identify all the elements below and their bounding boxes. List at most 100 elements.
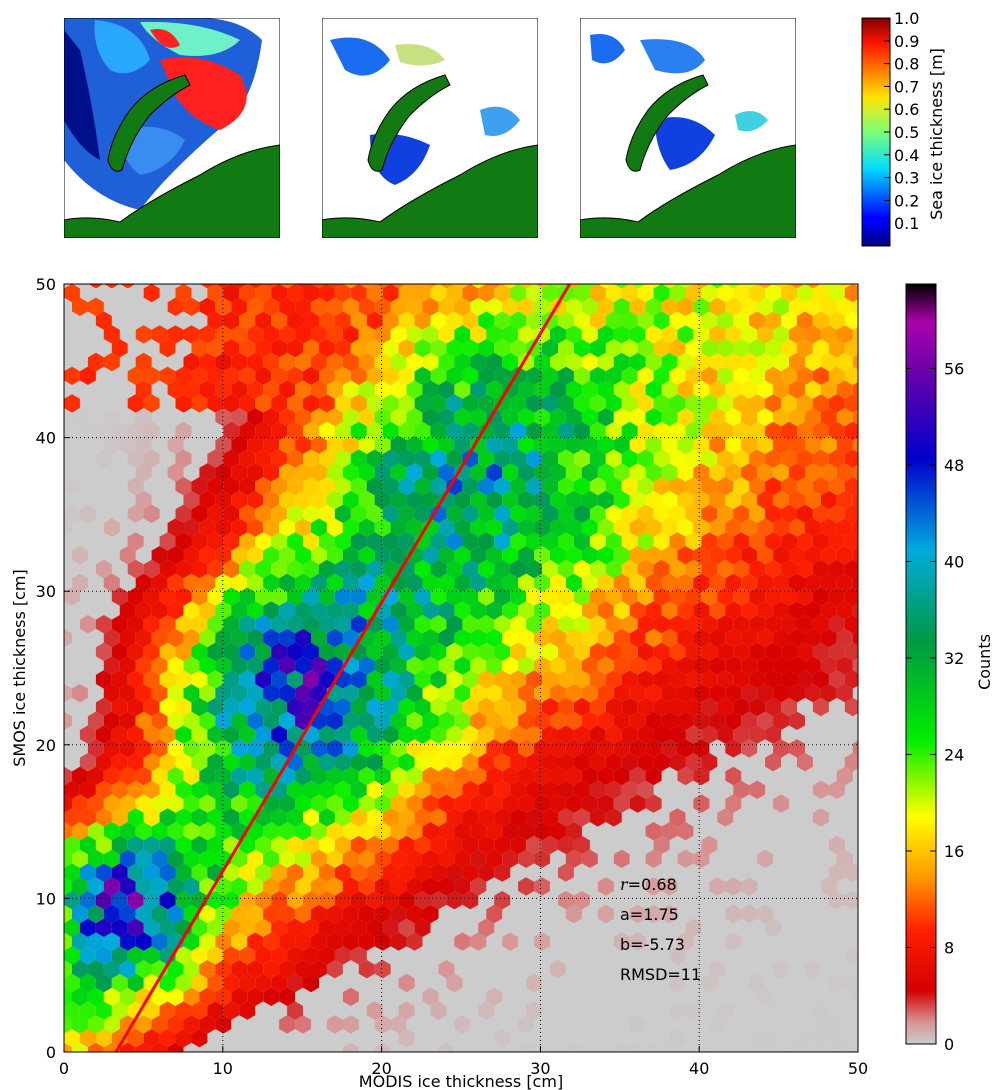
hexbin-cell (191, 780, 208, 799)
hexbin-cell (565, 408, 582, 427)
hexbin-cell (311, 960, 327, 979)
hexbin-cell (502, 408, 519, 427)
hexbin-cell (191, 1029, 208, 1048)
hexbin-cell (844, 753, 858, 772)
hexbin-cell (199, 711, 216, 730)
hexbin-cell (103, 435, 120, 454)
thickness-tick-label: 0.4 (894, 146, 919, 165)
hexbin-cell (629, 739, 646, 758)
hexbin-cell (72, 684, 88, 703)
hexbin-cell (295, 546, 311, 565)
hexbin-cell (781, 559, 797, 579)
hexbin-cell (87, 794, 104, 813)
hexbin-cell (183, 297, 200, 316)
hexbin-cell (781, 615, 797, 634)
hexbin-cell (534, 656, 550, 675)
hexbin-cell (621, 311, 638, 330)
hexbin-cell (366, 339, 383, 358)
hexbin-cell (191, 863, 208, 882)
hexbin-cell (127, 532, 144, 551)
hexbin-cell (454, 766, 471, 786)
hexbin-cell (629, 1042, 646, 1052)
hexbin-cell (159, 1001, 176, 1020)
hexbin-cell (733, 421, 750, 441)
hexbin-cell (127, 863, 144, 882)
hexbin-cell (470, 463, 487, 482)
hexbin-cell (64, 284, 80, 303)
hexbin-cell (629, 546, 646, 565)
hexbin-cell (223, 504, 240, 523)
hexbin-cell (446, 284, 463, 303)
hexbin-cell (844, 311, 858, 330)
hexbin-cell (350, 780, 367, 799)
hexbin-cell (797, 284, 813, 303)
hexbin-cell (781, 394, 797, 413)
hexbin-cell (199, 380, 216, 399)
hexbin-cell (135, 711, 152, 730)
hexbin-cell (350, 587, 367, 606)
hexbin-cell (239, 863, 256, 882)
hexbin-cell (693, 284, 710, 289)
hexbin-cell (374, 573, 391, 592)
hexbin-cell (526, 366, 542, 385)
hexbin-cell (175, 891, 192, 910)
hexbin-cell (263, 573, 280, 592)
hexbin-cell (653, 615, 670, 634)
hexbin-cell (518, 849, 535, 868)
hexbin-cell (812, 504, 829, 523)
hexbin-cell (828, 449, 845, 468)
hexbin-cell (350, 504, 367, 523)
hexbin-cell (366, 477, 383, 496)
hexbin-cell (295, 1015, 311, 1034)
hexbin-cell (741, 408, 758, 427)
hexbin-cell (271, 477, 288, 496)
hexbin-cell (685, 532, 702, 551)
hexbin-cell (374, 408, 391, 427)
hexbin-cell (247, 325, 264, 344)
hexbin-cell (175, 1029, 192, 1048)
hexbin-cell (287, 670, 303, 689)
hexbin-cell (502, 284, 518, 289)
hexbin-cell (334, 615, 351, 634)
hexbin-cell (271, 697, 288, 717)
hexbin-cell (669, 753, 686, 772)
hexbin-cell (239, 559, 256, 579)
hexbin-cell (191, 973, 208, 993)
hexbin-cell (757, 518, 774, 537)
hexbin-cell (271, 725, 288, 744)
hexbin-cell (223, 1001, 240, 1020)
hexbin-cell (382, 725, 399, 744)
hexbin-cell (239, 339, 256, 358)
hexbin-cell (534, 352, 550, 372)
hexbin-cell (334, 725, 351, 744)
hexbin-cell (183, 518, 200, 537)
hexbin-cell (199, 325, 216, 344)
hexbin-cell (581, 601, 598, 620)
hexbin-cell (72, 766, 88, 786)
hexbin-cell (374, 656, 391, 675)
hexbin-cell (828, 670, 845, 689)
hexbin-cell (422, 297, 439, 316)
hexbin-cell (119, 987, 136, 1006)
hexbin-cell (725, 601, 742, 620)
hexbin-cell (805, 546, 821, 565)
hexbin-cell (374, 932, 391, 951)
hexbin-cell (422, 463, 439, 482)
hexbin-cell (749, 780, 766, 799)
hexbin-cell (422, 711, 439, 730)
hexbin-cell (406, 284, 423, 289)
hexbin-cell (430, 835, 447, 855)
hexbin-cell (271, 449, 288, 468)
hexbin-cell (398, 808, 415, 827)
hexbin-cell (422, 490, 439, 510)
hexbin-cell (621, 421, 638, 441)
hexbin-cell (119, 766, 136, 786)
hexbin-cell (558, 339, 574, 358)
hexbin-cell (844, 394, 858, 413)
hexbin-cell (709, 518, 726, 537)
hexbin-cell (247, 877, 264, 896)
hexbin-cell (510, 780, 527, 799)
hexbin-cell (629, 352, 646, 372)
hexbin-cell (215, 518, 232, 537)
hexbin-cell (382, 697, 399, 717)
